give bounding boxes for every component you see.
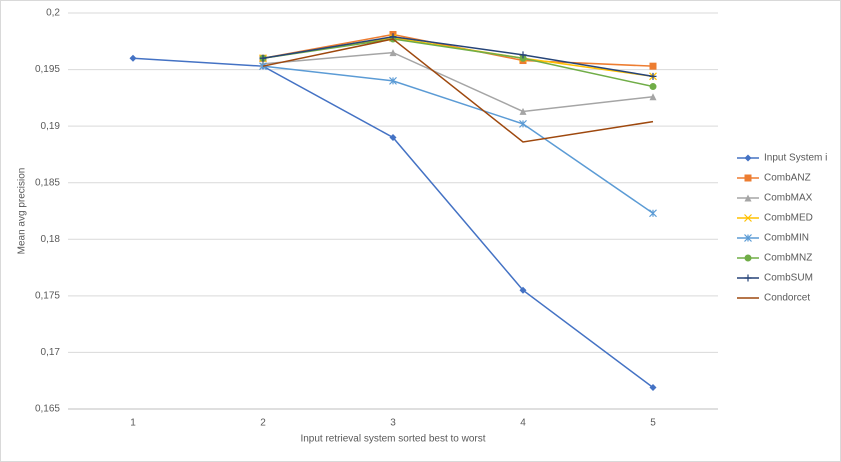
legend-marker bbox=[744, 194, 752, 202]
y-tick-label: 0,195 bbox=[35, 64, 60, 75]
data-point bbox=[519, 51, 527, 59]
data-point bbox=[519, 119, 527, 128]
legend-marker bbox=[744, 214, 752, 222]
data-point bbox=[649, 209, 657, 218]
legend-label: CombMIN bbox=[764, 233, 809, 244]
data-point bbox=[649, 93, 657, 101]
series-line bbox=[262, 36, 654, 78]
data-point bbox=[649, 62, 657, 70]
x-tick-label: 5 bbox=[650, 418, 656, 429]
y-tick-label: 0,185 bbox=[35, 177, 60, 188]
data-point bbox=[519, 286, 527, 294]
data-point bbox=[649, 72, 657, 80]
x-axis-title: Input retrieval system sorted best to wo… bbox=[300, 434, 485, 445]
series-line bbox=[262, 38, 654, 88]
legend-label: CombANZ bbox=[764, 173, 811, 184]
data-point bbox=[259, 54, 267, 62]
legend-marker bbox=[744, 174, 752, 182]
series-line bbox=[262, 51, 654, 113]
y-tick-label: 0,2 bbox=[46, 8, 60, 19]
x-tick-label: 4 bbox=[520, 418, 526, 429]
legend-label: Input System i bbox=[764, 153, 827, 164]
legend-marker bbox=[744, 234, 752, 242]
y-tick-label: 0,165 bbox=[35, 404, 60, 415]
data-point bbox=[389, 133, 397, 141]
data-point bbox=[649, 384, 657, 392]
legend-label: CombMNZ bbox=[764, 253, 812, 264]
data-point bbox=[389, 76, 397, 85]
y-tick-label: 0,18 bbox=[41, 234, 61, 245]
legend-label: CombMED bbox=[764, 213, 813, 224]
legend-label: CombSUM bbox=[764, 273, 813, 284]
data-point bbox=[129, 54, 137, 62]
data-point bbox=[519, 107, 527, 115]
y-tick-label: 0,19 bbox=[41, 121, 61, 132]
series-line bbox=[262, 38, 654, 143]
legend-label: CombMAX bbox=[764, 193, 813, 204]
legend-marker bbox=[744, 154, 752, 162]
legend-marker bbox=[744, 254, 752, 262]
legend-marker bbox=[744, 274, 752, 282]
data-point bbox=[389, 49, 397, 57]
legend-label: Condorcet bbox=[764, 293, 810, 304]
y-axis-title: Mean avg precision bbox=[17, 168, 28, 255]
y-tick-label: 0,175 bbox=[35, 290, 60, 301]
series-line bbox=[262, 65, 654, 214]
x-tick-label: 2 bbox=[260, 418, 266, 429]
x-tick-label: 1 bbox=[130, 418, 136, 429]
y-tick-label: 0,17 bbox=[41, 347, 61, 358]
data-point bbox=[649, 83, 657, 91]
x-tick-label: 3 bbox=[390, 418, 396, 429]
